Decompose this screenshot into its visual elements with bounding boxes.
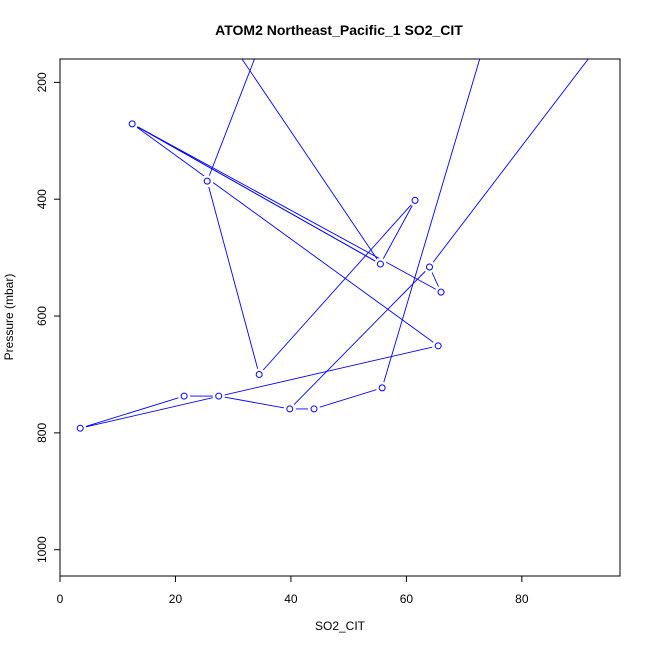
data-point-gap: [308, 402, 321, 415]
x-axis: 0 20 40 60 80: [57, 575, 529, 606]
x-tick-label: 80: [515, 592, 529, 606]
data-point-gap: [432, 339, 445, 352]
y-tick-label: 1000: [35, 536, 49, 563]
data-point: [180, 392, 188, 400]
data-point-gap: [178, 390, 191, 403]
series-lines: [80, 59, 589, 429]
data-point: [310, 405, 318, 413]
data-point: [203, 177, 211, 185]
data-point: [434, 342, 442, 350]
data-point-gap: [423, 260, 436, 273]
data-point-gap: [283, 402, 296, 415]
y-tick-label: 200: [35, 72, 49, 92]
data-point: [255, 370, 263, 378]
chart-title: ATOM2 Northeast_Pacific_1 SO2_CIT: [215, 22, 463, 38]
data-point: [437, 288, 445, 296]
y-axis-label: Pressure (mbar): [2, 274, 16, 361]
y-tick-label: 800: [35, 423, 49, 443]
data-point-gap: [409, 194, 422, 207]
x-tick-label: 40: [284, 592, 298, 606]
x-tick-label: 20: [169, 592, 183, 606]
data-point-gap: [212, 390, 225, 403]
data-point: [286, 405, 294, 413]
data-point: [215, 392, 223, 400]
x-tick-label: 60: [400, 592, 414, 606]
x-tick-label: 0: [57, 592, 64, 606]
series-line-2: [131, 59, 589, 410]
data-point: [76, 424, 84, 432]
data-point-gap: [376, 381, 389, 394]
y-axis: 200 400 600 800 1000: [35, 72, 61, 563]
data-point: [128, 120, 136, 128]
data-point: [425, 263, 433, 271]
data-point-gap: [374, 258, 387, 271]
plot-border: [59, 58, 621, 577]
y-tick-label: 600: [35, 306, 49, 326]
data-point-gap: [201, 175, 214, 188]
series-line-1: [80, 59, 481, 429]
data-markers: [74, 117, 448, 435]
data-point: [376, 260, 384, 268]
x-axis-label: SO2_CIT: [315, 619, 366, 633]
data-point: [378, 384, 386, 392]
data-point-gap: [126, 117, 139, 130]
data-point-gap: [253, 368, 266, 381]
y-tick-label: 400: [35, 189, 49, 209]
data-point: [411, 196, 419, 204]
data-point-gap: [435, 286, 448, 299]
data-point-gap: [74, 422, 87, 435]
